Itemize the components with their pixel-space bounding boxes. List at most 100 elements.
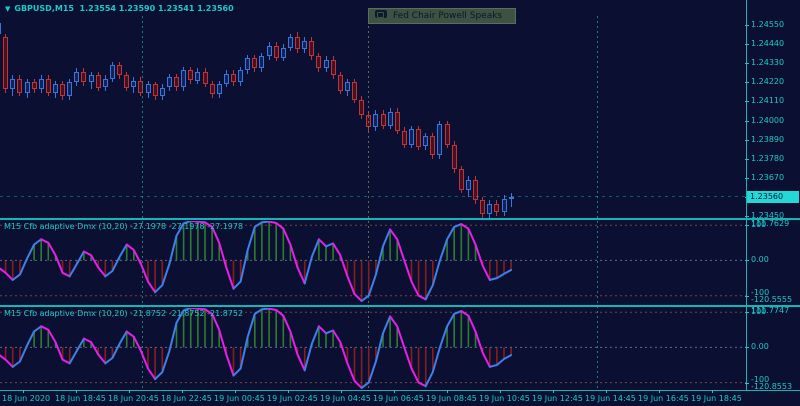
oscillator-line (268, 308, 306, 372)
osc-histogram-bar (83, 338, 85, 348)
bid-price-line (0, 196, 746, 197)
osc-histogram-bar (424, 347, 427, 387)
candle-body (266, 45, 272, 57)
osc-histogram-bar (396, 239, 398, 261)
osc-histogram-bar (382, 246, 384, 261)
osc-histogram-bar (4, 260, 7, 273)
osc-histogram-bar (83, 251, 85, 261)
price-axis-label: 1.24110 (751, 96, 785, 105)
osc-histogram-bar (239, 347, 242, 369)
oscillator-line (488, 354, 513, 368)
osc-histogram-bar (289, 244, 292, 261)
price-axis-label: 1.24220 (751, 77, 785, 86)
indicator-panel-1[interactable] (0, 221, 746, 303)
axis-tick (745, 225, 749, 226)
oscillator-line (424, 223, 463, 301)
time-axis-label: 19 Jun 00:45 (214, 394, 265, 403)
news-event-banner[interactable]: Fed Chair Powell Speaks (368, 8, 516, 24)
axis-tick (606, 390, 607, 393)
symbol-marker-icon: ▼ (5, 5, 11, 13)
candle-body (494, 203, 500, 213)
session-separator-line (597, 16, 598, 390)
axis-tick (341, 390, 342, 393)
osc-histogram-bar (211, 313, 213, 348)
time-axis-label: 19 Jun 10:45 (479, 394, 530, 403)
candle-body (223, 73, 229, 84)
price-axis-label: 1.23780 (751, 154, 785, 163)
osc-histogram-bar (19, 347, 21, 362)
oscillator-line (460, 223, 491, 281)
osc-histogram-bar (474, 244, 477, 261)
osc-histogram-bar (239, 260, 242, 282)
osc-histogram-bar (432, 260, 434, 286)
osc-histogram-bar (97, 260, 99, 268)
oscillator-line (232, 308, 271, 377)
osc-histogram-bar (460, 224, 463, 261)
osc-histogram-bar (125, 244, 128, 261)
oscillator-line (317, 238, 327, 248)
indicator-max-label: 111.7629 (751, 219, 790, 228)
osc-histogram-bar (125, 331, 128, 348)
candle-body (181, 70, 187, 88)
candle-body (394, 111, 400, 131)
candle-body (45, 78, 51, 93)
oscillator-line (488, 269, 513, 281)
osc-histogram-bar (189, 221, 192, 261)
price-axis-label: 1.24440 (751, 39, 785, 48)
oscillator-line (125, 330, 157, 381)
osc-histogram-bar (382, 333, 384, 348)
axis-tick (288, 390, 289, 393)
osc-histogram-bar (111, 260, 114, 271)
ohlc-values: 1.23554 1.23590 1.23541 1.23560 (79, 4, 234, 13)
candle-body (337, 75, 343, 91)
candle-body (17, 78, 23, 93)
osc-histogram-bar (246, 249, 249, 261)
price-axis-line (746, 0, 747, 390)
candle-body (10, 78, 16, 90)
osc-histogram-bar (154, 347, 156, 380)
axis-tick (745, 312, 749, 313)
osc-histogram-bar (446, 326, 448, 348)
osc-histogram-bar (346, 347, 349, 364)
osc-histogram-bar (325, 333, 327, 348)
oscillator-line (332, 242, 363, 302)
time-axis-label: 19 Jun 02:45 (267, 394, 318, 403)
osc-histogram-bar (261, 222, 263, 261)
candle-body (309, 40, 315, 57)
axis-tick (553, 390, 554, 393)
osc-histogram-bar (90, 255, 92, 261)
indicator-panel-2[interactable] (0, 308, 746, 390)
indicator-min-label: -120.5555 (751, 295, 793, 304)
axis-tick (745, 178, 749, 179)
osc-histogram-bar (474, 331, 477, 348)
osc-histogram-bar (289, 331, 292, 348)
candle-body (124, 75, 130, 88)
indicator-level-label: -100 (751, 375, 770, 384)
oscillator-line (154, 308, 192, 381)
candle-body (444, 124, 450, 145)
osc-histogram-bar (275, 310, 277, 348)
oscillator-line (360, 228, 392, 302)
panel-separator[interactable] (0, 218, 800, 220)
osc-histogram-bar (232, 347, 235, 376)
osc-histogram-bar (417, 260, 420, 296)
candle-body (3, 37, 9, 90)
panel-separator[interactable] (0, 305, 800, 307)
osc-histogram-bar (40, 239, 42, 261)
indicator-min-label: -120.8553 (751, 382, 793, 391)
time-axis-label: 19 Jun 16:45 (638, 394, 689, 403)
oscillator-line (389, 315, 427, 388)
candle-body (216, 84, 222, 95)
time-axis-label: 18 Jun 18:45 (55, 394, 106, 403)
price-chart-area[interactable] (0, 0, 746, 219)
time-axis-label: 18 Jun 2020 (2, 394, 51, 403)
news-icon (375, 10, 387, 18)
candle-body (437, 124, 443, 156)
candle-body (359, 99, 365, 116)
axis-tick (23, 390, 24, 393)
candle-body (344, 82, 350, 91)
osc-histogram-bar (161, 347, 164, 373)
axis-tick (745, 216, 749, 217)
axis-tick (745, 296, 749, 297)
oscillator-line (460, 310, 491, 368)
